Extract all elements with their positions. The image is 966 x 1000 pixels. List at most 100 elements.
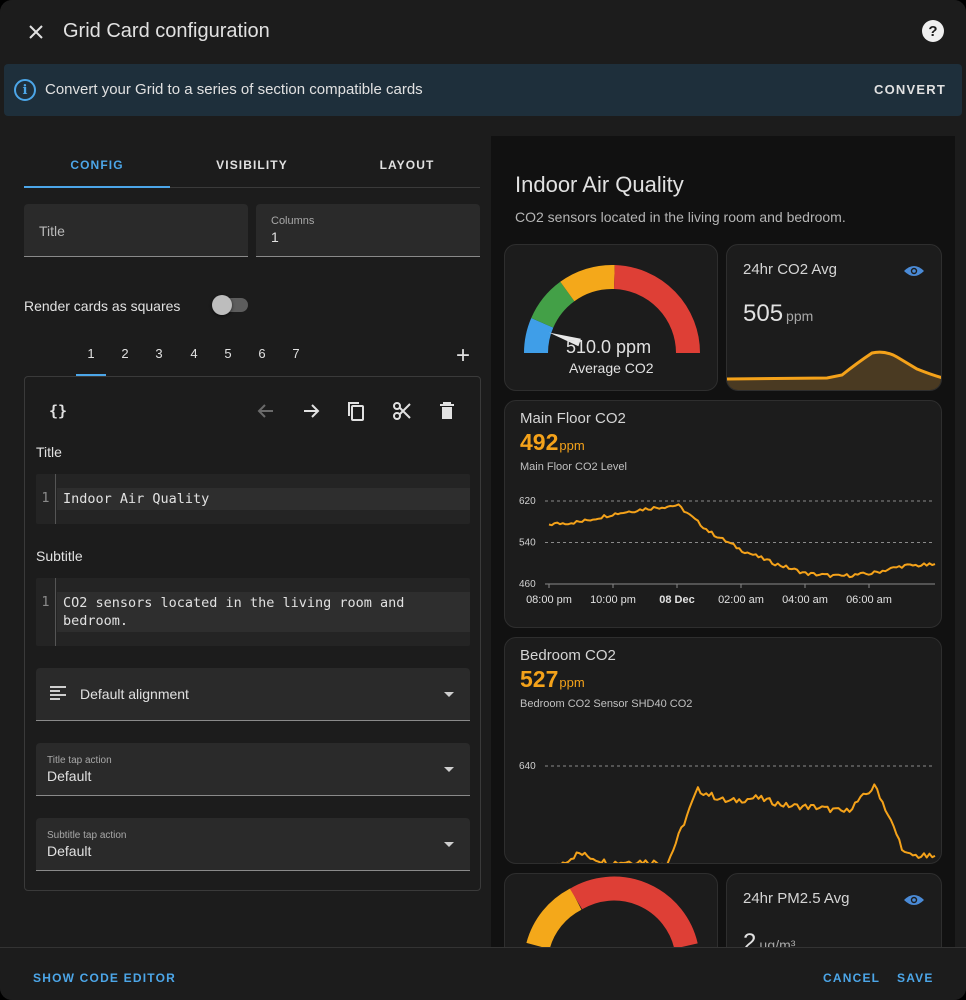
card-title-label: Title bbox=[36, 444, 62, 460]
title-field[interactable]: Title bbox=[24, 204, 248, 257]
graph-title: Bedroom CO2 bbox=[520, 647, 616, 664]
columns-field[interactable]: Columns 1 bbox=[256, 204, 480, 257]
gauge-segment-moderate bbox=[560, 265, 615, 302]
card-preview: Indoor Air Quality CO2 sensors located i… bbox=[491, 136, 955, 948]
alignment-select[interactable]: Default alignment bbox=[36, 668, 470, 721]
align-left-icon bbox=[50, 686, 66, 700]
card-tab-2[interactable]: 2 bbox=[121, 346, 129, 361]
title-placeholder: Title bbox=[39, 223, 65, 239]
line-number: 1 bbox=[36, 578, 56, 646]
code-braces-icon[interactable]: {} bbox=[48, 402, 68, 420]
gauge-value: 510.0 ppm bbox=[566, 337, 652, 357]
eye-icon bbox=[904, 266, 924, 276]
co2-average-card[interactable]: 24hr CO2 Avg 505 ppm bbox=[726, 244, 942, 391]
card-tab-5[interactable]: 5 bbox=[224, 346, 232, 361]
info-icon: i bbox=[14, 79, 36, 101]
preview-title: Indoor Air Quality bbox=[515, 172, 684, 197]
main-floor-graph-card[interactable]: Main Floor CO2 492ppm Main Floor CO2 Lev… bbox=[504, 400, 942, 628]
columns-label: Columns bbox=[271, 215, 315, 227]
x-tick-label: 02:00 am bbox=[718, 594, 764, 606]
title-tap-action-label: Title tap action bbox=[47, 755, 112, 766]
gauge-card[interactable]: 510.0 ppm Average CO2 bbox=[504, 244, 718, 391]
x-tick-label: 04:00 am bbox=[782, 594, 828, 606]
close-icon bbox=[29, 25, 43, 39]
card-editor: {} Title 1 Indoor Air Quality Subtitle bbox=[24, 376, 481, 891]
dialog-footer: SHOW CODE EDITOR CANCEL SAVE bbox=[0, 947, 966, 1000]
cancel-button[interactable]: CANCEL bbox=[823, 971, 881, 985]
card-subtitle-label: Subtitle bbox=[36, 548, 83, 564]
graph-entity: Bedroom CO2 Sensor SHD40 CO2 bbox=[520, 698, 693, 710]
x-tick-label: 10:00 pm bbox=[590, 594, 636, 606]
stat-title: 24hr PM2.5 Avg bbox=[743, 890, 850, 907]
graph-number: 492 bbox=[520, 429, 559, 455]
help-icon[interactable]: ? bbox=[922, 20, 944, 42]
y-tick-label: 640 bbox=[519, 761, 536, 772]
x-tick-label: 08 Dec bbox=[659, 594, 694, 606]
arrow-right-icon[interactable] bbox=[299, 399, 323, 423]
graph-unit: ppm bbox=[559, 675, 585, 690]
card-tab-4[interactable]: 4 bbox=[190, 346, 198, 361]
tab-visibility[interactable]: VISIBILITY bbox=[216, 158, 288, 172]
series-line bbox=[548, 503, 936, 579]
stat-number: 2 bbox=[743, 929, 757, 948]
cut-icon[interactable] bbox=[390, 399, 414, 423]
title-code-line: Indoor Air Quality bbox=[57, 488, 470, 510]
chevron-down-icon bbox=[444, 767, 454, 772]
stat-number: 505 bbox=[743, 300, 784, 327]
y-tick-label: 540 bbox=[519, 538, 536, 549]
y-tick-label: 620 bbox=[519, 496, 536, 507]
dialog-header: Grid Card configuration ? bbox=[0, 0, 966, 64]
gauge-chart bbox=[524, 265, 700, 354]
title-tap-action-select[interactable]: Title tap action Default bbox=[36, 743, 470, 796]
gauge-needle bbox=[549, 332, 581, 347]
card-tab-1[interactable]: 1 bbox=[76, 346, 106, 376]
card-tab-3[interactable]: 3 bbox=[155, 346, 163, 361]
line-number: 1 bbox=[36, 474, 56, 524]
pm-gauge-card[interactable] bbox=[504, 873, 718, 948]
subtitle-code-line: CO2 sensors located in the living room a… bbox=[57, 592, 470, 632]
copy-icon[interactable] bbox=[344, 399, 368, 423]
gauge-segment-low bbox=[524, 318, 554, 354]
subtitle-code-editor[interactable]: 1 CO2 sensors located in the living room… bbox=[36, 578, 470, 646]
series-line bbox=[556, 783, 936, 863]
convert-button[interactable]: CONVERT bbox=[874, 82, 946, 97]
card-tab-7[interactable]: 7 bbox=[292, 346, 300, 361]
editor-tabs: CONFIG VISIBILITY LAYOUT bbox=[24, 144, 480, 188]
chevron-down-icon bbox=[444, 842, 454, 847]
bedroom-chart: 50064009:00 pm11:00 pm01:00 am03:00 am05… bbox=[519, 761, 936, 863]
tab-config[interactable]: CONFIG bbox=[24, 144, 170, 188]
pm-average-card[interactable]: 24hr PM2.5 Avg 2 µg/m³ bbox=[726, 873, 942, 948]
x-tick-label: 06:00 am bbox=[846, 594, 892, 606]
graph-number: 527 bbox=[520, 666, 559, 692]
delete-icon[interactable] bbox=[435, 399, 459, 423]
stat-value: 505 ppm bbox=[743, 300, 813, 328]
arrow-left-icon[interactable] bbox=[254, 399, 278, 423]
dialog-title: Grid Card configuration bbox=[63, 20, 270, 42]
subtitle-tap-action-select[interactable]: Subtitle tap action Default bbox=[36, 818, 470, 871]
bedroom-graph-card[interactable]: Bedroom CO2 527ppm Bedroom CO2 Sensor SH… bbox=[504, 637, 942, 864]
banner-text: Convert your Grid to a series of section… bbox=[45, 81, 423, 98]
x-tick-label: 08:00 pm bbox=[526, 594, 572, 606]
pm-gauge-chart bbox=[526, 876, 698, 948]
graph-entity: Main Floor CO2 Level bbox=[520, 461, 627, 473]
graph-unit: ppm bbox=[559, 438, 585, 453]
gauge-name: Average CO2 bbox=[569, 360, 654, 376]
title-code-editor[interactable]: 1 Indoor Air Quality bbox=[36, 474, 470, 524]
tab-layout[interactable]: LAYOUT bbox=[379, 158, 435, 172]
render-squares-toggle[interactable] bbox=[212, 295, 248, 315]
subtitle-tap-action-value: Default bbox=[47, 843, 92, 859]
graph-value: 492ppm bbox=[520, 429, 585, 456]
save-button[interactable]: SAVE bbox=[897, 971, 934, 985]
toggle-knob bbox=[212, 295, 232, 315]
sparkline bbox=[727, 350, 941, 390]
graph-value: 527ppm bbox=[520, 666, 585, 693]
render-squares-label: Render cards as squares bbox=[24, 298, 181, 314]
show-code-editor-button[interactable]: SHOW CODE EDITOR bbox=[33, 971, 176, 985]
editor-pane: CONFIG VISIBILITY LAYOUT Title Columns 1… bbox=[0, 116, 490, 948]
card-tab-6[interactable]: 6 bbox=[258, 346, 266, 361]
stat-value: 2 µg/m³ bbox=[743, 929, 795, 948]
plus-icon[interactable]: + bbox=[456, 342, 471, 369]
stat-unit: µg/m³ bbox=[759, 937, 796, 948]
close-button[interactable] bbox=[20, 16, 52, 48]
